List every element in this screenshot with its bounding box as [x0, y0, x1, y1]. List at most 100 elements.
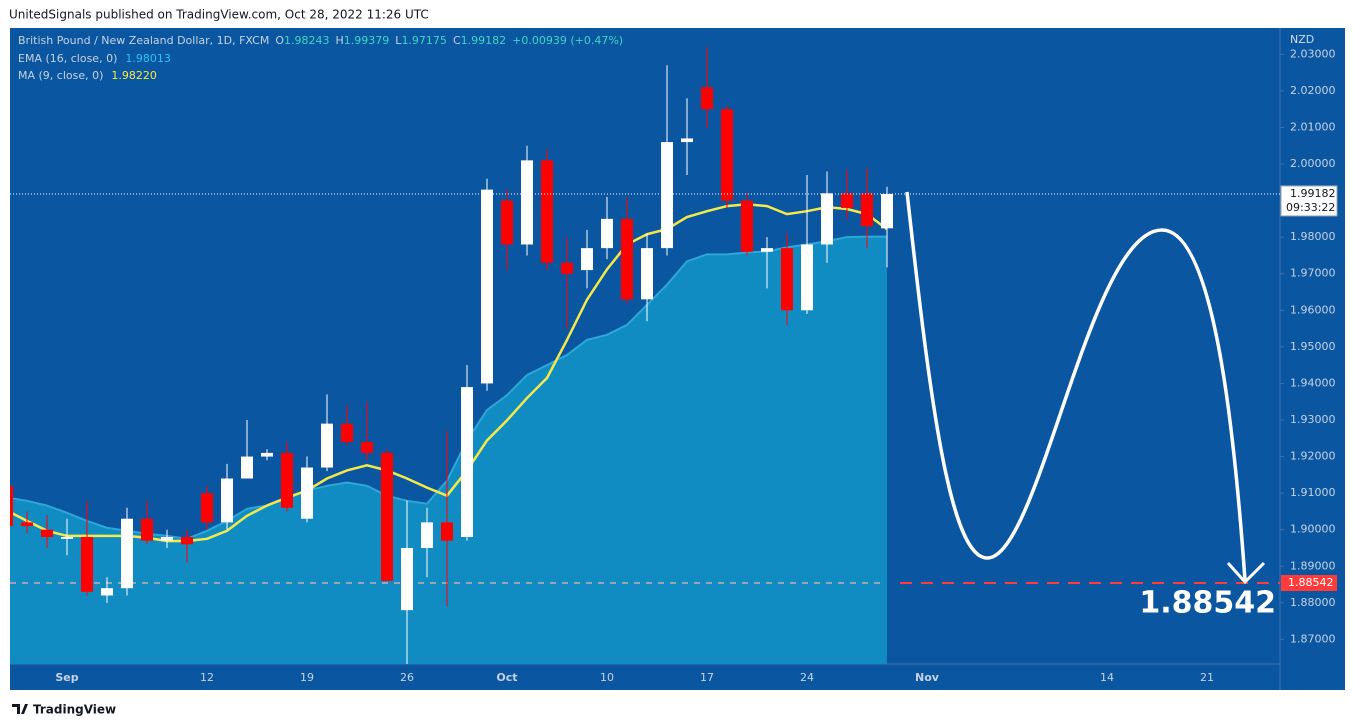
candle-body	[681, 138, 693, 143]
y-tick-label: 2.02000	[1290, 84, 1336, 97]
c-value: 1.99182	[461, 34, 507, 47]
price-label-box	[1280, 185, 1338, 217]
x-tick-label: 10	[600, 671, 614, 684]
x-tick-label: 19	[300, 671, 314, 684]
candle-body	[221, 478, 233, 523]
candle-body	[861, 193, 873, 227]
x-tick-label: 26	[400, 671, 414, 684]
candle-body	[121, 518, 133, 589]
y-tick-label: 1.88000	[1290, 596, 1336, 609]
candle-body	[521, 160, 533, 245]
x-tick-label: Oct	[496, 671, 517, 684]
candle-body	[841, 193, 853, 208]
candle-body	[10, 485, 13, 527]
candle-body	[261, 452, 273, 457]
ema-value: 1.98013	[125, 52, 171, 65]
y-tick-label: 1.92000	[1290, 450, 1336, 463]
y-tick-label: 2.03000	[1290, 47, 1336, 60]
y-tick-label: 2.01000	[1290, 120, 1336, 133]
ma-legend: MA (9, close, 0) 1.98220	[18, 69, 157, 82]
candle-body	[381, 452, 393, 581]
y-tick-label: 1.95000	[1290, 340, 1336, 353]
candle-body	[441, 522, 453, 541]
symbol: British Pound / New Zealand Dollar, 1D, …	[18, 34, 269, 47]
o-value: 1.98243	[284, 34, 330, 47]
candle-body	[541, 160, 553, 263]
candle-body	[421, 522, 433, 548]
c-key: C	[453, 34, 461, 47]
candle-body	[181, 537, 193, 545]
candle-body	[621, 218, 633, 300]
candle-body	[661, 142, 673, 249]
change: +0.00939 (+0.47%)	[512, 34, 623, 47]
logo	[12, 704, 28, 714]
candle-body	[341, 423, 353, 442]
candle-body	[41, 529, 53, 538]
x-tick-label: 14	[1100, 671, 1114, 684]
countdown: 09:33:22	[1286, 201, 1335, 214]
l-value: 1.97175	[401, 34, 447, 47]
x-tick-label: 17	[700, 671, 714, 684]
candle-body	[821, 193, 833, 245]
candle-body	[81, 537, 93, 592]
candle-body	[741, 200, 753, 252]
y-tick-label: 1.90000	[1290, 523, 1336, 536]
target-annotation: 1.88542	[1139, 586, 1276, 621]
ema-legend: EMA (16, close, 0) 1.98013	[18, 52, 171, 65]
target-label-box	[1281, 575, 1337, 592]
h-key: H	[336, 34, 344, 47]
x-tick-label: 12	[200, 671, 214, 684]
candle-body	[761, 248, 773, 252]
x-tick-label: Sep	[55, 671, 78, 684]
publisher: UnitedSignals published on TradingView.c…	[9, 8, 429, 22]
candle-body	[141, 518, 153, 541]
ma-value: 1.98220	[111, 69, 157, 82]
y-tick-label: 1.93000	[1290, 413, 1336, 426]
l-key: L	[395, 34, 402, 47]
y-tick-label: 1.96000	[1290, 303, 1336, 316]
candle-body	[501, 200, 513, 245]
ema-name: EMA (16, close, 0)	[18, 52, 117, 65]
candle-body	[581, 248, 593, 271]
y-tick-label: 1.97000	[1290, 267, 1336, 280]
candle-body	[241, 456, 253, 479]
projection-arrow	[1226, 561, 1266, 585]
y-tick-label: 2.00000	[1290, 157, 1336, 170]
candle-body	[201, 493, 213, 523]
y-tick-label: 1.87000	[1290, 632, 1336, 645]
currency: NZD	[1290, 33, 1314, 46]
y-tick-label: 1.94000	[1290, 376, 1336, 389]
target-label: 1.88542	[1288, 576, 1334, 589]
candle-body	[21, 522, 33, 527]
h-value: 1.99379	[344, 34, 390, 47]
candle-body	[281, 452, 293, 508]
projection-drawing	[905, 191, 1247, 581]
x-tick-label: 24	[800, 671, 814, 684]
candle-body	[701, 87, 713, 110]
ema-area	[10, 236, 887, 664]
candle-body	[601, 218, 613, 249]
plot	[10, 47, 1280, 664]
candle-body	[321, 423, 333, 468]
candle-body	[161, 537, 173, 541]
y-tick-label: 1.89000	[1290, 559, 1336, 572]
candle-body	[881, 193, 893, 229]
x-tick-label: Nov	[915, 671, 940, 684]
candle-body	[101, 588, 113, 596]
y-tick-label: 1.91000	[1290, 486, 1336, 499]
price-label: 1.99182	[1290, 187, 1336, 200]
x-tick-label: 21	[1200, 671, 1214, 684]
y-tick-label: 1.98000	[1290, 230, 1336, 243]
candle-body	[61, 537, 73, 539]
candle-body	[721, 109, 733, 201]
candle-body	[401, 547, 413, 611]
symbol-legend: British Pound / New Zealand Dollar, 1D, …	[18, 34, 623, 47]
candle-body	[801, 244, 813, 311]
candle-body	[481, 189, 493, 384]
ma-name: MA (9, close, 0)	[18, 69, 103, 82]
candle-body	[461, 387, 473, 538]
candle-body	[781, 248, 793, 311]
footer: TradingView	[33, 703, 116, 717]
